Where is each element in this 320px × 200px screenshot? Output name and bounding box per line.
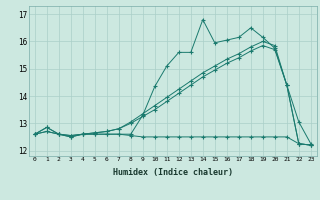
X-axis label: Humidex (Indice chaleur): Humidex (Indice chaleur) [113,168,233,177]
